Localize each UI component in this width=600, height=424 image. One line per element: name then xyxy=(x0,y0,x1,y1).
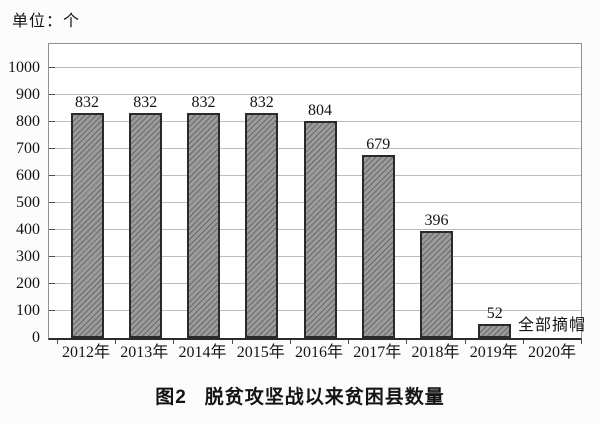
plot-area: 832 832 832 832 804 679 396 52 全部摘帽 xyxy=(48,43,585,340)
x-axis-tick xyxy=(464,340,466,344)
x-axis-tick xyxy=(289,340,291,344)
bar xyxy=(361,154,395,338)
chart-title-main: 脱贫攻坚战以来贫困县数量 xyxy=(204,387,445,408)
y-axis-label: 600 xyxy=(16,167,40,184)
x-axis-label: 2018年 xyxy=(411,344,460,361)
y-axis-label: 700 xyxy=(16,140,40,157)
y-axis-label: 800 xyxy=(16,113,40,130)
y-axis-tick xyxy=(49,121,55,122)
y-axis-label: 900 xyxy=(16,86,40,103)
y-axis-tick xyxy=(49,310,55,311)
bar-value-label: 832 xyxy=(75,94,99,112)
y-axis-label: 100 xyxy=(16,302,40,319)
x-axis-label: 2012年 xyxy=(61,344,110,361)
unit-label: 单位：个 xyxy=(12,13,81,30)
bar xyxy=(70,113,104,338)
x-axis-label: 2017年 xyxy=(353,344,402,361)
y-axis-label: 1000 xyxy=(8,59,40,76)
chart-title-prefix: 图2 xyxy=(155,387,187,408)
y-axis-label: 200 xyxy=(16,275,40,292)
x-axis-label: 2015年 xyxy=(236,344,285,361)
x-axis-tick xyxy=(522,340,524,344)
y-axis-label: 400 xyxy=(16,221,40,238)
bar xyxy=(420,231,453,338)
x-axis-tick xyxy=(581,340,583,344)
bar-value-label: 396 xyxy=(424,212,449,230)
y-axis-tick xyxy=(49,256,55,257)
gridline xyxy=(49,94,581,95)
bar-value-label: 679 xyxy=(366,135,391,153)
bar xyxy=(478,323,512,338)
gridline xyxy=(49,67,581,68)
bar xyxy=(187,113,220,338)
x-axis-label: 2013年 xyxy=(120,344,169,361)
y-axis-tick xyxy=(49,175,55,176)
y-axis-label: 500 xyxy=(16,194,40,211)
bar-value-label: 832 xyxy=(191,94,216,112)
x-axis-label: 2020年 xyxy=(527,344,576,361)
y-axis-tick xyxy=(49,229,55,230)
y-axis-tick xyxy=(49,67,55,68)
x-axis-label: 2016年 xyxy=(294,344,343,361)
bar-value-label: 804 xyxy=(308,101,332,119)
bar xyxy=(303,120,337,338)
x-axis-tick xyxy=(56,340,58,344)
y-axis-tick xyxy=(49,94,55,95)
y-axis-label: 300 xyxy=(16,248,40,265)
bar-value-label: 52 xyxy=(486,304,503,322)
bar xyxy=(128,113,162,338)
y-axis-tick xyxy=(49,283,55,284)
annotation-label: 全部摘帽 xyxy=(517,317,587,334)
bar xyxy=(245,113,279,338)
x-axis-tick xyxy=(406,340,408,344)
x-axis-tick xyxy=(115,340,117,344)
bar-value-label: 832 xyxy=(133,94,158,112)
y-axis-tick xyxy=(49,148,55,149)
y-axis-tick xyxy=(49,202,55,203)
x-axis-tick xyxy=(231,340,233,344)
x-axis-tick xyxy=(173,340,175,344)
y-axis-label: 0 xyxy=(32,329,40,346)
x-axis-label: 2014年 xyxy=(178,344,227,361)
bar-value-label: 832 xyxy=(249,94,274,112)
chart-title: 图2 脱贫攻坚战以来贫困县数量 xyxy=(0,382,600,409)
x-axis-tick xyxy=(348,340,350,344)
x-axis-label: 2019年 xyxy=(469,344,518,361)
